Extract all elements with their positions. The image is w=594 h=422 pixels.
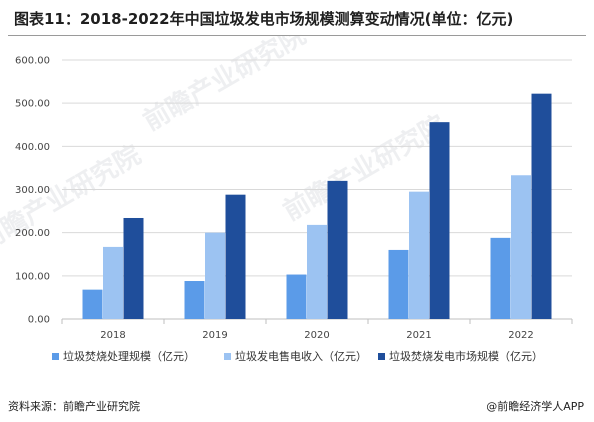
y-tick-label: 0.00: [28, 315, 50, 326]
bar-2021-series-3: [429, 122, 450, 319]
legend: 垃圾焚烧处理规模（亿元） 垃圾发电售电收入（亿元） 垃圾焚烧发电市场规模（亿元）: [52, 349, 543, 363]
x-tick-label: 2022: [508, 330, 533, 341]
legend-label: 垃圾焚烧发电市场规模（亿元）: [389, 349, 543, 363]
bar-2018-series-1: [82, 289, 103, 319]
bar-2022-series-1: [490, 237, 511, 319]
bar-2018-series-3: [123, 217, 144, 319]
chart-title: 图表11：2018-2022年中国垃圾发电市场规模测算变动情况(单位：亿元): [14, 10, 514, 28]
x-axis: 2018 2019 2020 2021 2022: [61, 319, 573, 341]
title-divider: [8, 35, 586, 36]
bar-2021-series-2: [409, 191, 429, 319]
bar-2019-series-1: [184, 281, 205, 319]
x-tick-label: 2021: [406, 330, 431, 341]
bar-2021-series-1: [388, 249, 409, 319]
source-note: 资料来源：前瞻产业研究院: [8, 400, 140, 413]
y-tick-label: 100.00: [15, 271, 50, 282]
y-axis-ticks: 0.00 100.00 200.00 300.00 400.00 500.00 600.00: [15, 56, 50, 326]
brand-credit: @前瞻经济学人APP: [486, 400, 584, 413]
bar-2018-series-2: [103, 246, 123, 319]
legend-swatch: [378, 353, 385, 360]
legend-label: 垃圾发电售电收入（亿元）: [235, 349, 367, 363]
legend-swatch: [224, 353, 231, 360]
bar-2020-series-3: [327, 180, 348, 319]
y-tick-label: 300.00: [15, 185, 50, 196]
bar-2020-series-2: [307, 224, 327, 319]
x-tick-label: 2018: [100, 330, 125, 341]
legend-label: 垃圾焚烧处理规模（亿元）: [63, 349, 195, 363]
x-tick-label: 2020: [304, 330, 329, 341]
y-tick-label: 200.00: [15, 228, 50, 239]
bar-2019-series-2: [205, 232, 225, 319]
bar-2019-series-3: [225, 194, 246, 319]
bars: [82, 93, 552, 319]
y-tick-label: 600.00: [15, 56, 50, 67]
legend-swatch: [52, 353, 59, 360]
y-tick-label: 400.00: [15, 142, 50, 153]
bar-2020-series-1: [286, 274, 307, 319]
y-tick-label: 500.00: [15, 99, 50, 110]
bar-2022-series-3: [531, 93, 552, 319]
bar-2022-series-2: [511, 175, 531, 319]
watermark-text: 前瞻产业研究院: [138, 36, 311, 137]
x-tick-label: 2019: [202, 330, 227, 341]
